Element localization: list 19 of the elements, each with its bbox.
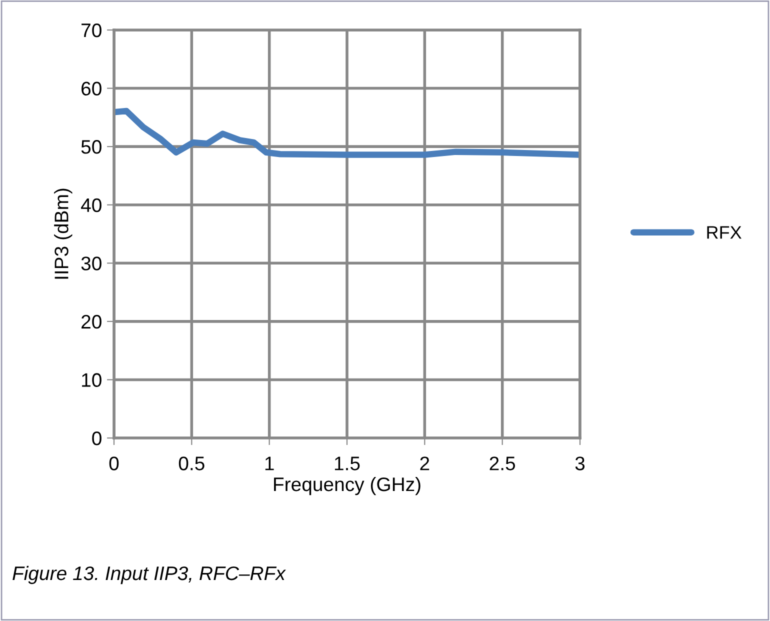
y-tick-label: 40 bbox=[81, 198, 102, 212]
x-tick-label: 1 bbox=[265, 456, 274, 470]
y-tick-label: 60 bbox=[82, 82, 102, 96]
y-tick-label: 10 bbox=[82, 373, 102, 387]
y-axis-title: IIP3 (dBm) bbox=[54, 188, 72, 279]
x-tick-label: 2.5 bbox=[490, 456, 516, 470]
x-tick-label: 0 bbox=[109, 456, 119, 470]
x-tick-label: 1.5 bbox=[334, 456, 360, 470]
caption: Figure 13. Input IIP3, RFC–RFx bbox=[12, 566, 286, 584]
y-tick-label: 70 bbox=[82, 23, 102, 38]
y-tick-label: 50 bbox=[81, 140, 102, 154]
y-tick-label: 20 bbox=[82, 314, 102, 329]
x-axis-title: Frequency (GHz) bbox=[274, 476, 420, 496]
y-tick-label: 0 bbox=[92, 431, 102, 446]
x-tick-label: 3 bbox=[575, 456, 585, 470]
legend-label: RFX bbox=[707, 226, 742, 239]
x-tick-label: 2 bbox=[420, 456, 430, 470]
y-tick-label: 30 bbox=[81, 256, 102, 270]
x-tick-label: 0.5 bbox=[178, 456, 204, 470]
